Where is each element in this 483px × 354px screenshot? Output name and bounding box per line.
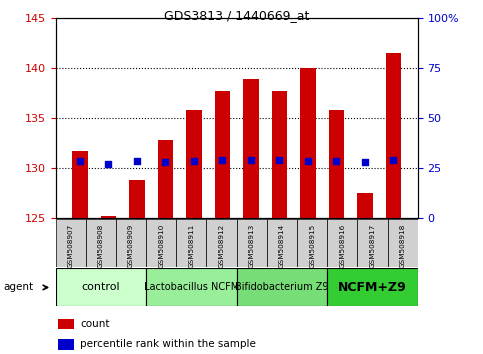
Bar — [58, 339, 74, 350]
Text: GSM508909: GSM508909 — [128, 223, 134, 268]
Text: GSM508911: GSM508911 — [188, 223, 194, 268]
Bar — [271, 91, 287, 218]
Text: GSM508913: GSM508913 — [249, 223, 255, 268]
Text: GSM508908: GSM508908 — [98, 223, 104, 268]
Bar — [129, 180, 145, 218]
Bar — [157, 140, 173, 218]
Bar — [146, 268, 237, 306]
Point — [390, 157, 398, 162]
Point — [161, 159, 169, 165]
Bar — [388, 219, 418, 267]
Text: control: control — [82, 282, 120, 292]
Bar — [297, 219, 327, 267]
Text: count: count — [80, 319, 110, 329]
Point — [76, 158, 84, 164]
Bar — [186, 110, 202, 218]
Bar — [56, 268, 146, 306]
Bar — [327, 219, 357, 267]
Text: GDS3813 / 1440669_at: GDS3813 / 1440669_at — [164, 9, 309, 22]
Text: GSM508914: GSM508914 — [279, 223, 285, 268]
Bar — [176, 219, 207, 267]
Bar — [207, 219, 237, 267]
Text: GSM508917: GSM508917 — [369, 223, 375, 268]
Point — [276, 157, 284, 162]
Bar — [328, 110, 344, 218]
Bar — [385, 53, 401, 218]
Bar — [300, 68, 316, 218]
Bar — [327, 268, 418, 306]
Bar — [116, 219, 146, 267]
Bar — [237, 219, 267, 267]
Bar — [214, 91, 230, 218]
Bar — [237, 268, 327, 306]
Text: Bifidobacterium Z9: Bifidobacterium Z9 — [235, 282, 329, 292]
Bar — [56, 219, 86, 267]
Text: GSM508910: GSM508910 — [158, 223, 164, 268]
Bar — [357, 193, 373, 218]
Point — [218, 157, 226, 162]
Text: Lactobacillus NCFM: Lactobacillus NCFM — [144, 282, 239, 292]
Text: GSM508907: GSM508907 — [68, 223, 73, 268]
Text: NCFM+Z9: NCFM+Z9 — [338, 281, 407, 293]
Text: GSM508918: GSM508918 — [400, 223, 406, 268]
Bar — [267, 219, 297, 267]
Bar — [146, 219, 176, 267]
Bar — [357, 219, 388, 267]
Text: agent: agent — [4, 282, 34, 292]
Text: GSM508912: GSM508912 — [219, 223, 225, 268]
Point — [190, 158, 198, 164]
Bar — [58, 319, 74, 329]
Text: GSM508916: GSM508916 — [340, 223, 345, 268]
Bar — [100, 216, 116, 218]
Point — [104, 161, 112, 166]
Bar — [86, 219, 116, 267]
Point — [247, 157, 255, 162]
Point — [304, 158, 312, 164]
Text: percentile rank within the sample: percentile rank within the sample — [80, 339, 256, 349]
Bar — [243, 79, 259, 218]
Bar — [72, 151, 88, 218]
Text: GSM508915: GSM508915 — [309, 223, 315, 268]
Point — [361, 159, 369, 165]
Point — [333, 158, 341, 164]
Point — [133, 158, 141, 164]
